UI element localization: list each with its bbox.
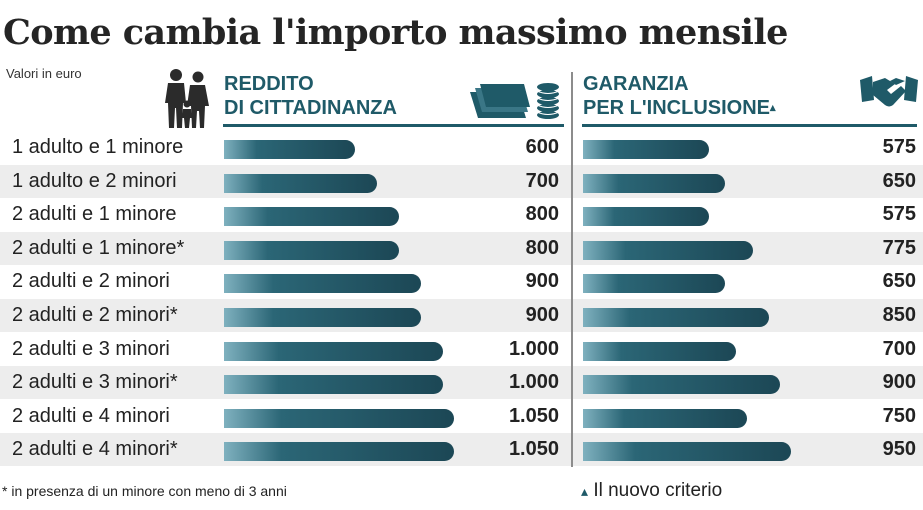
chart-row: 2 adulti e 3 minori* 1.000 900 xyxy=(0,366,923,400)
series-1-header: REDDITO DI CITTADINANZA xyxy=(224,72,397,120)
series-2-value-label: 900 xyxy=(882,371,916,394)
category-label: 1 adulto e 2 minori xyxy=(12,169,177,192)
series-1-value-label: 800 xyxy=(525,236,559,259)
series-2-bar xyxy=(583,308,770,327)
series-2-header: GARANZIA PER L'INCLUSIONE▴ xyxy=(583,72,776,120)
chart-subtitle: Valori in euro xyxy=(6,66,82,81)
series-1-value-label: 800 xyxy=(525,203,559,226)
chart-row: 1 adulto e 2 minori 700 650 xyxy=(0,164,923,198)
series-2-bar xyxy=(583,173,726,193)
footnote-text: Il nuovo criterio xyxy=(593,480,723,501)
category-label: 2 adulti e 1 minore xyxy=(12,203,177,226)
chart-row: 2 adulti e 4 minori 1.050 750 xyxy=(0,400,923,433)
series-2-value-label: 575 xyxy=(882,136,916,158)
series-2-header-line2-text: PER L'INCLUSIONE xyxy=(583,97,770,119)
series-1-value-label: 1.000 xyxy=(508,371,559,394)
asterisk-footnote: * in presenza di un minore con meno di 3… xyxy=(2,483,287,499)
series-2-value-label: 775 xyxy=(882,236,916,259)
category-label: 2 adulti e 2 minori* xyxy=(12,304,178,326)
series-1-value-label: 900 xyxy=(525,270,559,293)
series-2-bar xyxy=(583,408,748,428)
category-label: 2 adulti e 3 minori* xyxy=(12,371,178,394)
category-label: 2 adulti e 4 minori xyxy=(12,404,170,427)
series-1-header-line1: REDDITO xyxy=(224,73,314,95)
series-2-bar xyxy=(583,274,726,294)
series-1-bar xyxy=(224,341,444,361)
series-2-header-line2: PER L'INCLUSIONE▴ xyxy=(583,96,776,120)
series-2-value-label: 850 xyxy=(882,304,916,326)
category-label: 2 adulti e 2 minori xyxy=(12,270,170,293)
series-divider xyxy=(571,72,573,467)
series-2-bar xyxy=(583,240,753,260)
series-1-bar xyxy=(224,207,400,227)
series-2-header-rule xyxy=(582,124,917,127)
series-1-value-label: 600 xyxy=(525,136,559,158)
new-criteria-marker: ▴ xyxy=(770,102,776,114)
chart-row: 2 adulti e 3 minori 1.000 700 xyxy=(0,333,923,366)
category-label: 2 adulti e 1 minore* xyxy=(12,236,185,259)
coins-stack-icon xyxy=(470,83,560,119)
series-1-value-label: 1.000 xyxy=(508,337,559,360)
chart-row: 2 adulti e 2 minori* 900 850 xyxy=(0,299,923,332)
series-2-header-line1: GARANZIA xyxy=(583,73,689,95)
series-2-bar xyxy=(583,207,709,227)
series-1-value-label: 1.050 xyxy=(508,404,559,427)
series-1-bar xyxy=(224,442,454,462)
chart-row: 1 adulto e 1 minore 600 575 xyxy=(0,131,923,164)
series-1-header-rule xyxy=(223,124,564,127)
series-1-value-label: 700 xyxy=(525,169,559,192)
category-label: 1 adulto e 1 minore xyxy=(12,136,184,158)
chart-title: Come cambia l'importo massimo mensile xyxy=(3,12,788,53)
series-2-bar xyxy=(583,375,781,395)
series-1-bar xyxy=(224,375,444,395)
category-label: 2 adulti e 3 minori xyxy=(12,337,170,360)
series-2-bar xyxy=(583,442,792,462)
new-criteria-footnote: ▴ Il nuovo criterio xyxy=(581,480,722,502)
category-label: 2 adulti e 4 minori* xyxy=(12,438,178,461)
series-1-value-label: 1.050 xyxy=(508,438,559,461)
series-2-value-label: 575 xyxy=(882,203,916,226)
series-1-bar xyxy=(224,308,422,327)
series-2-value-label: 750 xyxy=(882,404,916,427)
series-2-bar xyxy=(583,140,709,159)
series-2-value-label: 650 xyxy=(882,169,916,192)
series-1-bar xyxy=(224,173,378,193)
footnote-marker: ▴ xyxy=(581,483,589,499)
series-1-header-line2: DI CITTADINANZA xyxy=(224,97,397,119)
chart-row: 2 adulti e 1 minore* 800 775 xyxy=(0,231,923,265)
series-1-bar xyxy=(224,240,400,260)
series-1-bar xyxy=(224,274,422,294)
series-1-bar xyxy=(224,408,454,428)
series-1-value-label: 900 xyxy=(525,304,559,326)
handshake-icon xyxy=(860,76,918,107)
series-2-bar xyxy=(583,341,737,361)
chart-row: 2 adulti e 1 minore 800 575 xyxy=(0,198,923,231)
series-2-value-label: 650 xyxy=(882,270,916,293)
family-icon xyxy=(165,69,209,128)
series-1-bar xyxy=(224,140,356,159)
series-2-value-label: 950 xyxy=(882,438,916,461)
chart-row: 2 adulti e 2 minori 900 650 xyxy=(0,265,923,298)
chart-row: 2 adulti e 4 minori* 1.050 950 xyxy=(0,433,923,467)
series-2-value-label: 700 xyxy=(882,337,916,360)
